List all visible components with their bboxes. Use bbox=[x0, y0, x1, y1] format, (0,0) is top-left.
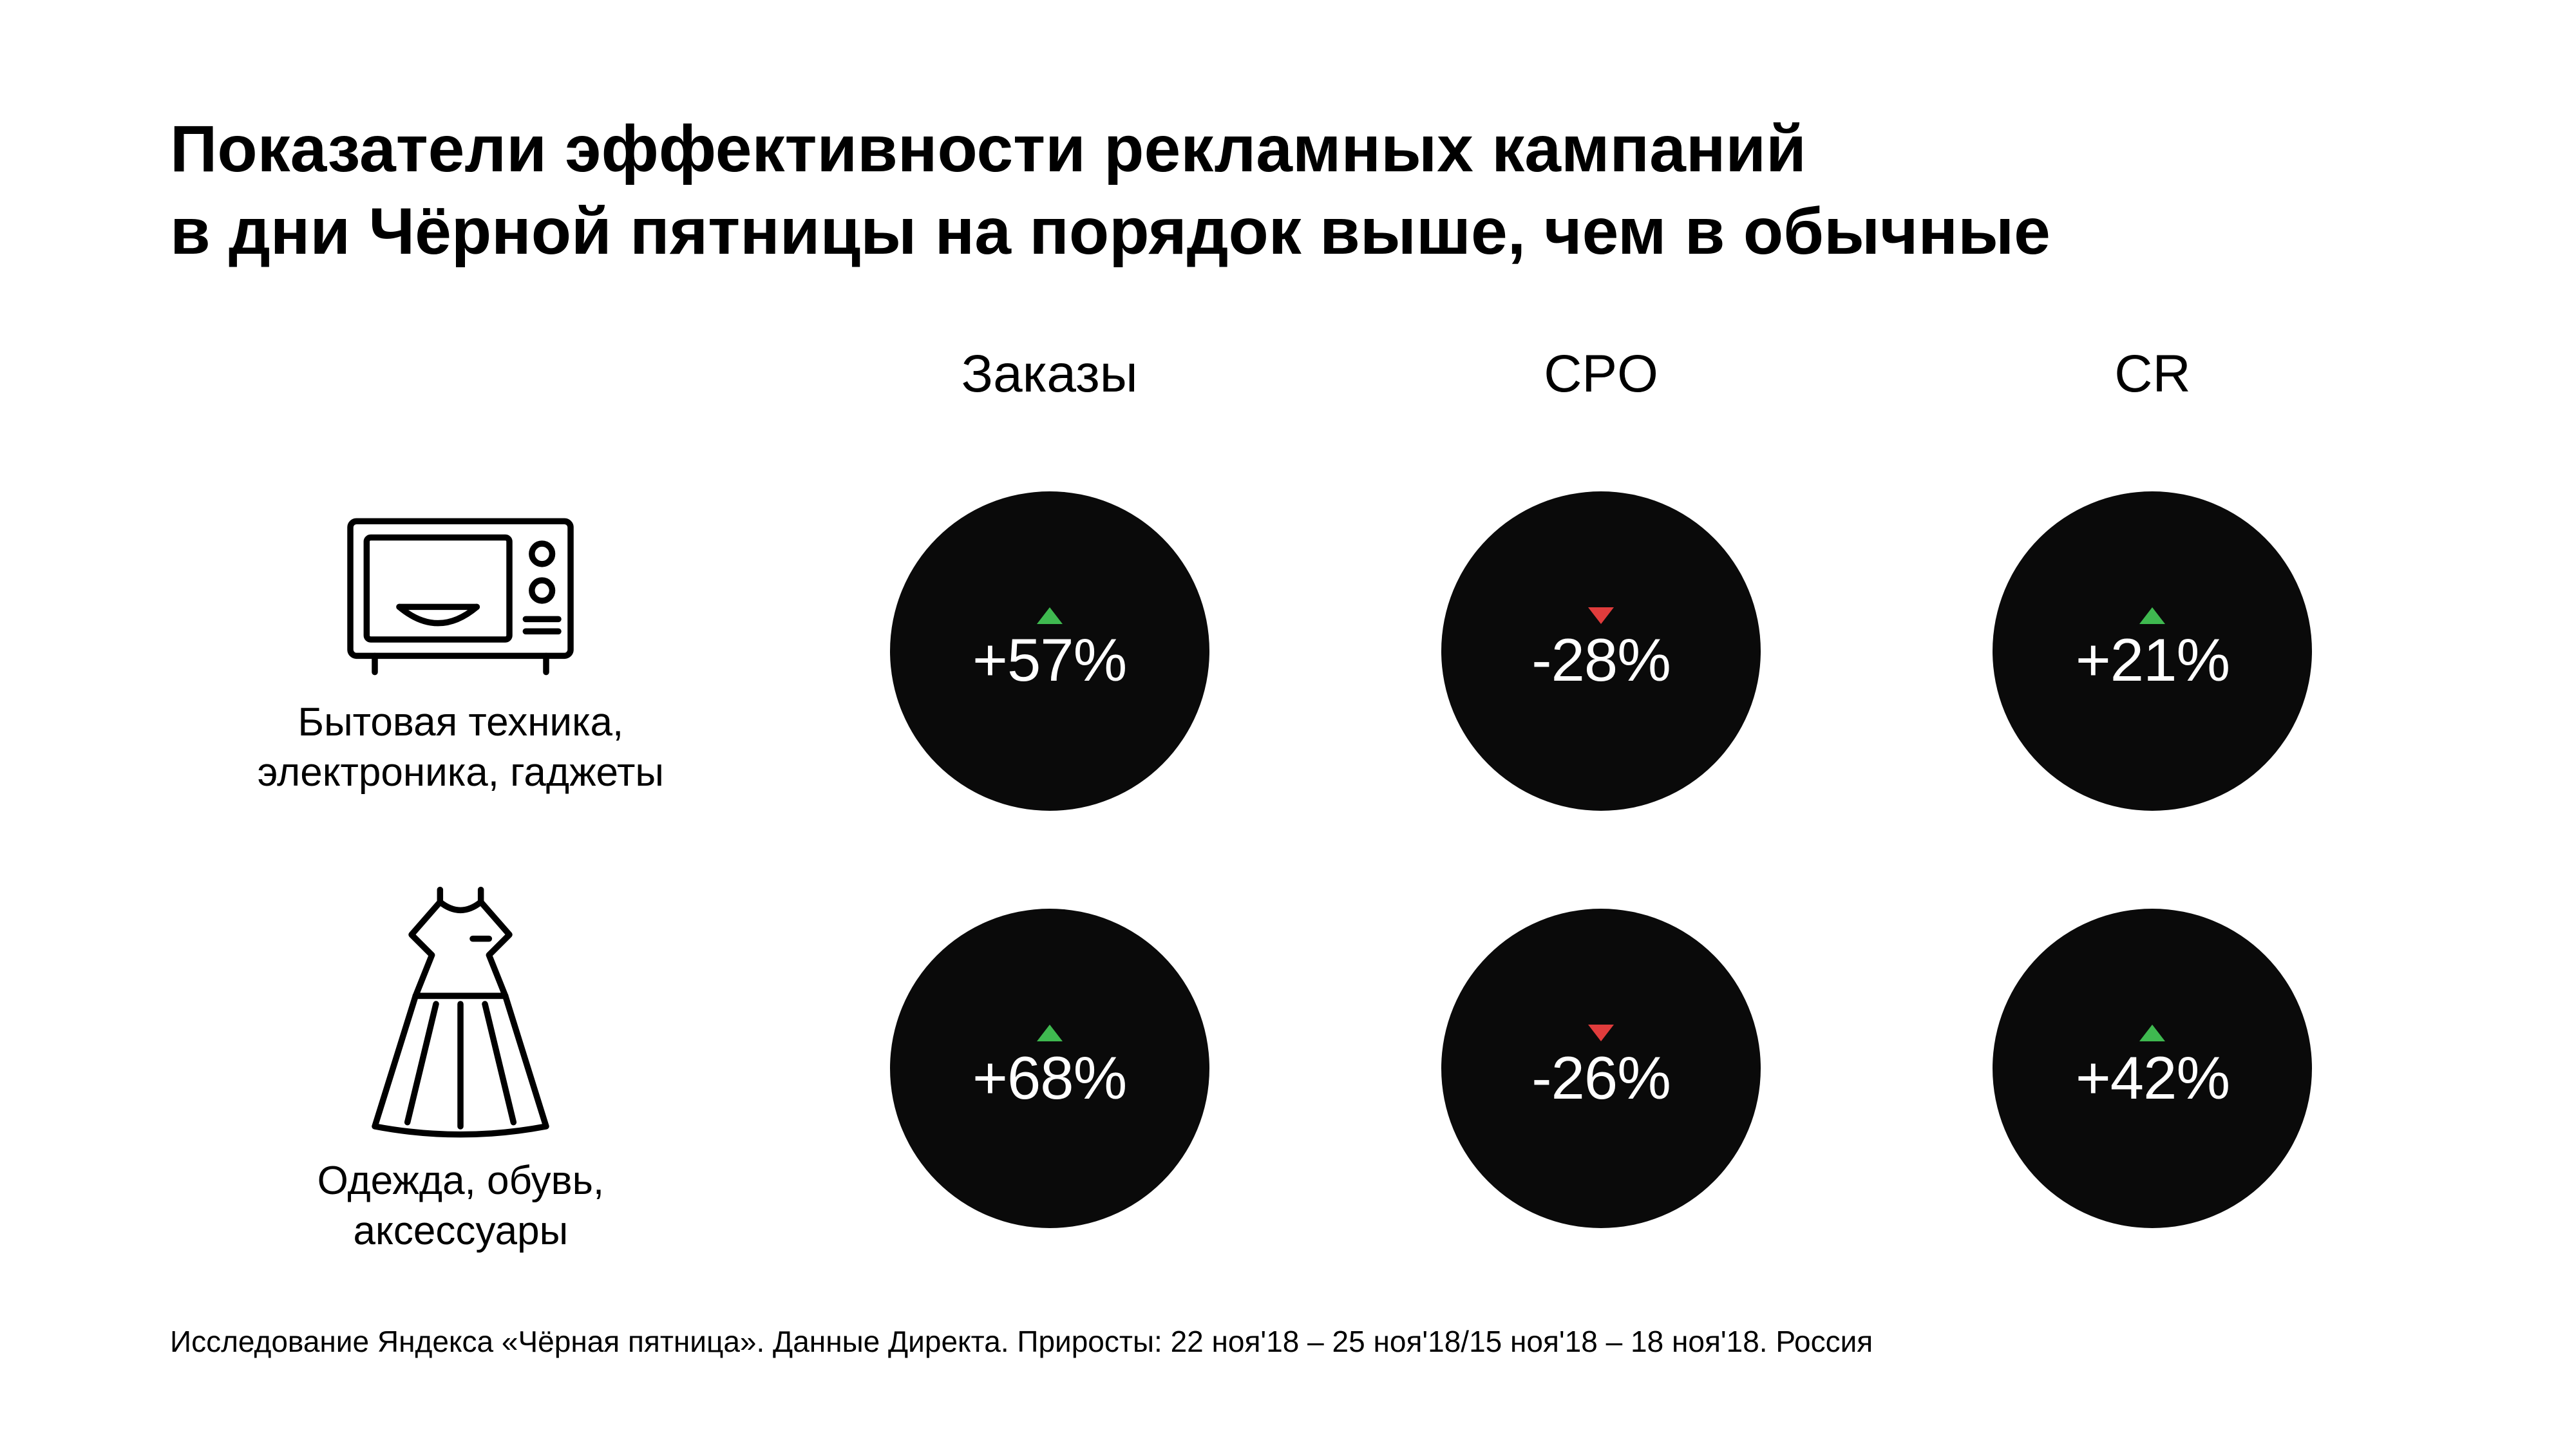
metric-electronics-cpo: -28% bbox=[1348, 491, 1855, 811]
col-header-cpo: CPO bbox=[1348, 344, 1855, 431]
metric-value: +57% bbox=[972, 625, 1126, 695]
metric-value: +42% bbox=[2076, 1043, 2230, 1113]
metric-electronics-orders: +57% bbox=[796, 491, 1303, 811]
arrow-down-icon bbox=[1588, 1025, 1614, 1041]
metric-electronics-cr: +21% bbox=[1899, 491, 2406, 811]
metric-fashion-cr: +42% bbox=[1899, 909, 2406, 1228]
footnote: Исследование Яндекса «Чёрная пятница». Д… bbox=[170, 1324, 2406, 1359]
metric-fashion-cpo: -26% bbox=[1348, 909, 1855, 1228]
metric-circle: +68% bbox=[890, 909, 1209, 1228]
arrow-up-icon bbox=[1037, 607, 1063, 624]
metric-fashion-orders: +68% bbox=[796, 909, 1303, 1228]
arrow-up-icon bbox=[2139, 1025, 2165, 1041]
dress-icon bbox=[338, 882, 583, 1150]
metric-value: -28% bbox=[1531, 625, 1671, 695]
metric-circle: +57% bbox=[890, 491, 1209, 811]
metric-value: +68% bbox=[972, 1043, 1126, 1113]
col-header-cr: CR bbox=[1899, 344, 2406, 431]
metrics-grid: Заказы CPO CR Бытовая техника,эле bbox=[170, 344, 2406, 1266]
metric-circle: +42% bbox=[1993, 909, 2312, 1228]
microwave-icon bbox=[338, 505, 583, 692]
arrow-down-icon bbox=[1588, 607, 1614, 624]
arrow-up-icon bbox=[2139, 607, 2165, 624]
metric-circle: +21% bbox=[1993, 491, 2312, 811]
col-header-orders: Заказы bbox=[796, 344, 1303, 431]
metric-circle: -26% bbox=[1441, 909, 1761, 1228]
row-label-electronics-text: Бытовая техника,электроника, гаджеты bbox=[258, 697, 664, 797]
slide: Показатели эффективности рекламных кампа… bbox=[0, 0, 2576, 1449]
metric-circle: -28% bbox=[1441, 491, 1761, 811]
slide-title: Показатели эффективности рекламных кампа… bbox=[170, 108, 2406, 272]
row-label-fashion-text: Одежда, обувь,аксессуары bbox=[317, 1156, 605, 1256]
metric-value: -26% bbox=[1531, 1043, 1671, 1113]
row-label-electronics: Бытовая техника,электроника, гаджеты bbox=[170, 505, 752, 798]
row-label-fashion: Одежда, обувь,аксессуары bbox=[170, 882, 752, 1256]
arrow-up-icon bbox=[1037, 1025, 1063, 1041]
metric-value: +21% bbox=[2076, 625, 2230, 695]
